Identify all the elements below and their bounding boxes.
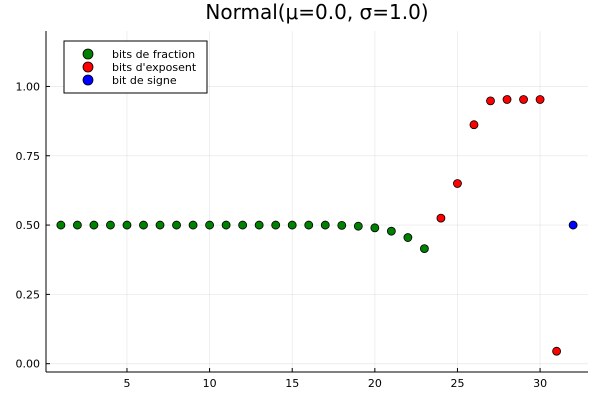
legend-marker-series-1 xyxy=(82,48,94,60)
x-tick-label: 25 xyxy=(450,377,464,390)
data-point-series-2 xyxy=(469,120,479,130)
data-point-series-1 xyxy=(106,220,115,230)
data-point-series-1 xyxy=(139,220,148,230)
grid xyxy=(46,31,588,372)
data-point-series-1 xyxy=(370,223,380,233)
axes xyxy=(45,31,588,373)
y-tick-label: 0.25 xyxy=(16,288,41,301)
data-point-series-1 xyxy=(221,220,231,230)
data-point-series-1 xyxy=(56,220,66,230)
data-point-series-1 xyxy=(205,220,214,230)
data-point-series-1 xyxy=(238,220,248,230)
data-point-series-3 xyxy=(568,220,578,230)
data-point-series-2 xyxy=(436,213,446,223)
data-point-series-2 xyxy=(519,95,528,104)
chart-title: Normal(μ=0.0, σ=1.0) xyxy=(205,0,428,24)
legend-marker-series-3 xyxy=(82,74,94,86)
x-tick-label: 30 xyxy=(533,377,547,390)
data-point-series-1 xyxy=(420,244,429,254)
data-point-series-2 xyxy=(502,95,512,104)
y-ticks: 0.00 0.25 0.50 0.75 1.00 xyxy=(16,80,50,371)
data-point-series-1 xyxy=(254,220,264,230)
data-point-series-1 xyxy=(320,220,330,230)
data-point-series-1 xyxy=(304,220,314,230)
y-tick-label: 0.75 xyxy=(16,150,41,163)
legend-label-series-3: bit de signe xyxy=(112,74,177,87)
y-tick-label: 0.00 xyxy=(16,358,41,371)
data-point-series-1 xyxy=(337,220,347,230)
x-tick-label: 5 xyxy=(123,377,130,390)
legend-label-series-1: bits de fraction xyxy=(112,48,195,61)
legend-label-series-2: bits d'exposent xyxy=(112,61,197,74)
x-tick-label: 10 xyxy=(203,377,217,390)
data-points xyxy=(56,95,578,356)
data-point-series-1 xyxy=(353,221,363,231)
data-point-series-2 xyxy=(552,346,562,356)
x-ticks: 5 10 15 20 25 30 xyxy=(123,368,547,390)
data-point-series-1 xyxy=(89,220,99,230)
y-tick-label: 0.50 xyxy=(16,219,41,232)
data-point-series-1 xyxy=(188,220,198,230)
data-point-series-1 xyxy=(172,220,181,230)
data-point-series-2 xyxy=(535,95,545,104)
x-tick-label: 15 xyxy=(285,377,299,390)
data-point-series-1 xyxy=(271,220,281,230)
data-point-series-2 xyxy=(453,179,462,188)
data-point-series-1 xyxy=(403,233,413,242)
x-tick-label: 20 xyxy=(368,377,382,390)
data-point-series-2 xyxy=(486,96,495,106)
data-point-series-1 xyxy=(122,220,132,230)
data-point-series-1 xyxy=(155,220,165,230)
data-point-series-1 xyxy=(386,226,396,236)
legend-marker-series-2 xyxy=(82,61,94,73)
data-point-series-1 xyxy=(72,220,82,230)
data-point-series-1 xyxy=(287,220,297,230)
y-tick-label: 1.00 xyxy=(16,80,41,93)
